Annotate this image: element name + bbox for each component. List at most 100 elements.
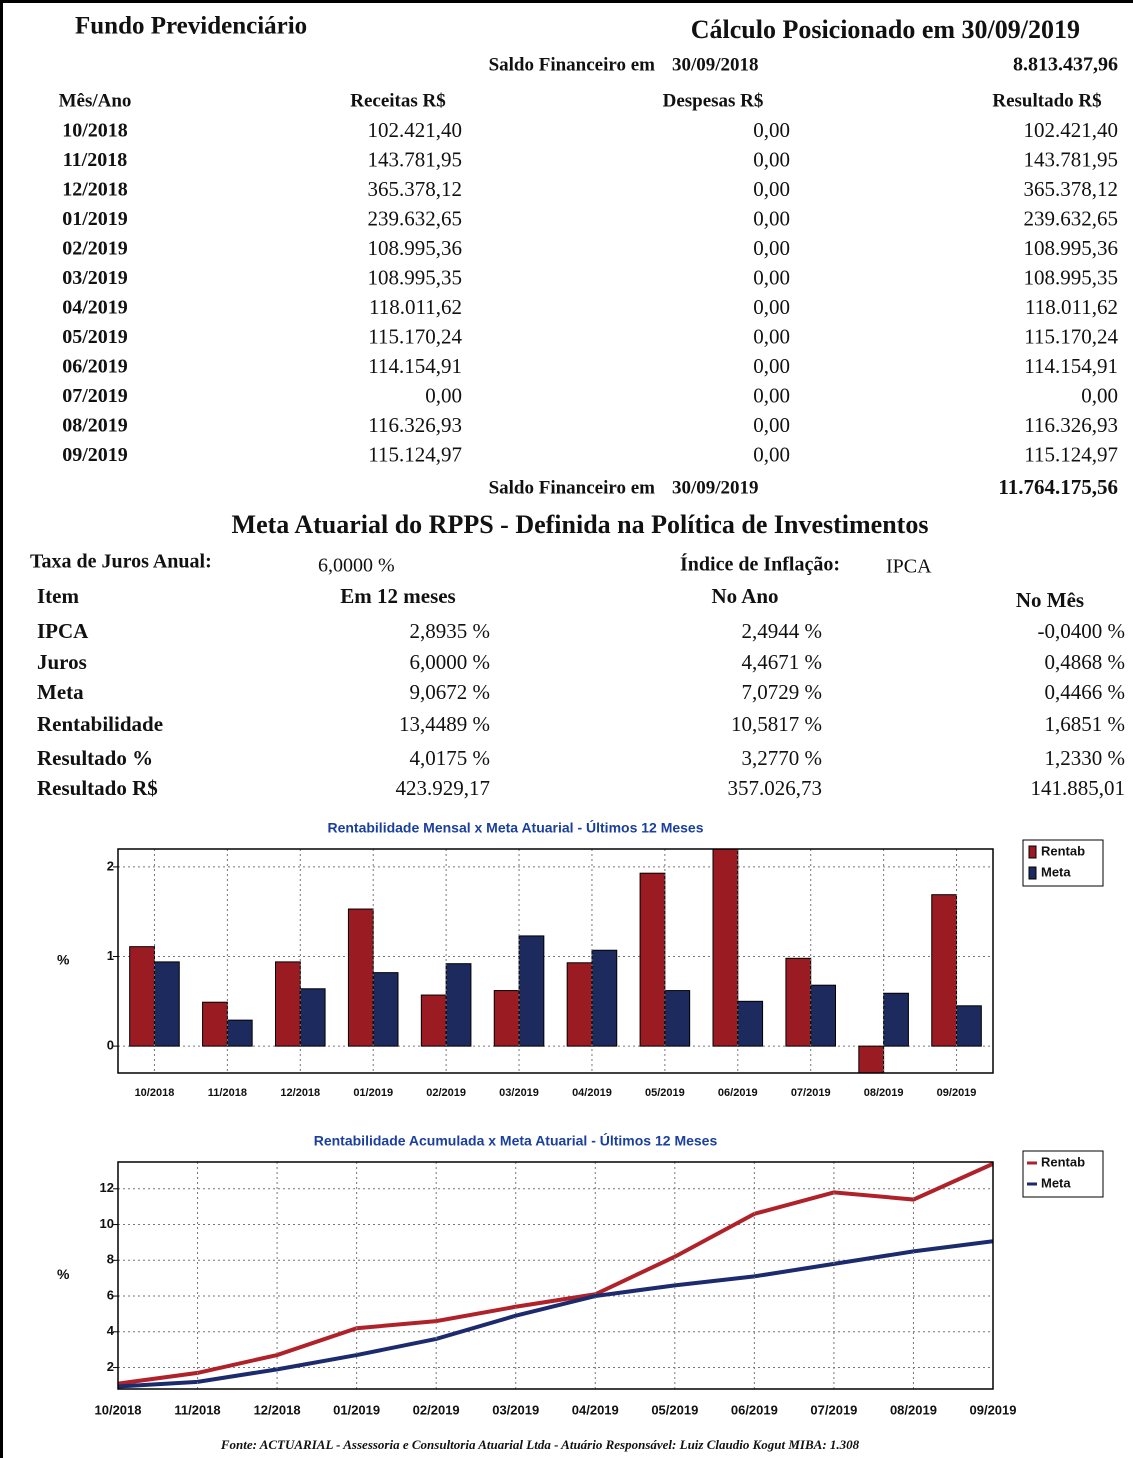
cell: 239.632,65 xyxy=(368,206,463,230)
bar xyxy=(129,946,155,1047)
line xyxy=(118,1162,993,1386)
cell: 0,00 xyxy=(753,206,790,230)
plot-border xyxy=(117,1161,994,1390)
x-tick-label: 05/2019 xyxy=(651,1402,698,1417)
bar xyxy=(518,935,545,1047)
y-tick-label: 6 xyxy=(107,1287,114,1302)
cell: 2,8935 % xyxy=(410,619,491,643)
bar xyxy=(810,984,836,1047)
bar xyxy=(275,961,301,1047)
column-header: Mês/Ano xyxy=(59,90,132,111)
row-label: 02/2019 xyxy=(62,238,128,260)
cell: 0,00 xyxy=(753,324,790,348)
cell: 114.154,91 xyxy=(368,354,462,378)
x-tick-label: 11/2018 xyxy=(174,1402,220,1417)
cell: 0,4868 % xyxy=(1045,650,1126,674)
row-label: 05/2019 xyxy=(62,326,128,348)
x-tick-label: 08/2019 xyxy=(890,1402,937,1417)
x-tick-label: 01/2019 xyxy=(353,1087,393,1099)
x-tick-label: 07/2019 xyxy=(810,1402,857,1417)
legend-label: Rentab xyxy=(1041,1154,1085,1169)
cell: 102.421,40 xyxy=(1024,118,1119,142)
cell: 115.124,97 xyxy=(1024,442,1118,466)
legend-box xyxy=(1022,1150,1104,1198)
saldo-value: 8.813.437,96 xyxy=(1013,54,1118,76)
plot-area xyxy=(118,1162,993,1389)
cell: 0,00 xyxy=(753,265,790,289)
cell: 0,00 xyxy=(753,383,790,407)
x-tick-label: 04/2019 xyxy=(572,1402,619,1417)
cell: 1,2330 % xyxy=(1045,746,1126,770)
cell: -0,0400 % xyxy=(1038,619,1126,643)
bar xyxy=(591,949,618,1047)
bar xyxy=(202,1001,228,1047)
bar xyxy=(931,894,958,1047)
cell: 108.995,35 xyxy=(368,265,463,289)
cell: 115.170,24 xyxy=(368,324,462,348)
cell: 108.995,36 xyxy=(368,236,463,260)
row-label: 12/2018 xyxy=(62,179,128,201)
cell: 108.995,35 xyxy=(1024,265,1119,289)
fund-title: Fundo Previdenciário xyxy=(75,13,307,40)
column-header: Resultado R$ xyxy=(992,90,1101,111)
cell: 0,00 xyxy=(753,147,790,171)
bar xyxy=(712,849,739,1047)
column-header: No Mês xyxy=(1016,588,1084,612)
cell: 3,2770 % xyxy=(742,746,823,770)
legend-swatch xyxy=(1028,866,1037,880)
cell: 0,00 xyxy=(753,118,790,142)
x-tick-label: 09/2019 xyxy=(970,1402,1017,1417)
bar xyxy=(493,990,520,1047)
source-note: Fonte: ACTUARIAL - Assessoria e Consulto… xyxy=(220,1437,860,1452)
cell: 4,4671 % xyxy=(742,650,823,674)
row-label: 10/2018 xyxy=(62,120,128,142)
x-tick-label: 06/2019 xyxy=(731,1402,778,1417)
cell: 4,0175 % xyxy=(410,746,491,770)
cell: 6,0000 % xyxy=(410,650,491,674)
cell: 0,00 xyxy=(1081,383,1118,407)
x-tick-label: 11/2018 xyxy=(208,1087,247,1099)
cell: 7,0729 % xyxy=(742,680,823,704)
row-label: IPCA xyxy=(37,619,89,643)
cell: 10,5817 % xyxy=(731,712,822,736)
bar xyxy=(858,1045,885,1073)
cell: 118.011,62 xyxy=(369,295,462,319)
series-group xyxy=(118,1162,993,1389)
cell: 102.421,40 xyxy=(368,118,463,142)
x-tick-label: 03/2019 xyxy=(499,1087,539,1099)
legend-label: Rentab xyxy=(1041,843,1085,858)
cell: 116.326,93 xyxy=(1024,413,1118,437)
cell: 0,00 xyxy=(753,354,790,378)
cell: 143.781,95 xyxy=(1024,147,1119,171)
bar xyxy=(737,1000,764,1047)
legend-swatch xyxy=(1028,845,1037,859)
cell: 9,0672 % xyxy=(410,680,491,704)
cell: 0,00 xyxy=(753,236,790,260)
column-header: Em 12 meses xyxy=(340,584,455,608)
cell: 115.124,97 xyxy=(368,442,462,466)
legend-label: Meta xyxy=(1041,1175,1071,1190)
column-header: No Ano xyxy=(711,584,778,608)
line xyxy=(118,1239,993,1389)
bar xyxy=(420,994,447,1047)
y-axis-label: % xyxy=(57,952,70,968)
bar xyxy=(347,908,374,1047)
x-tick-label: 05/2019 xyxy=(645,1087,685,1099)
row-label: Meta xyxy=(37,680,84,704)
x-tick-label: 12/2018 xyxy=(254,1402,301,1417)
cell: 0,4466 % xyxy=(1045,680,1126,704)
cell: 115.170,24 xyxy=(1024,324,1118,348)
cell: 365.378,12 xyxy=(368,177,463,201)
column-header: Item xyxy=(37,584,79,608)
meta-title: Meta Atuarial do RPPS - Definida na Polí… xyxy=(232,510,929,539)
x-tick-label: 07/2019 xyxy=(791,1087,831,1099)
cell: 108.995,36 xyxy=(1024,236,1119,260)
bar xyxy=(445,963,472,1047)
bar xyxy=(566,962,593,1047)
x-tick-label: 10/2018 xyxy=(95,1402,142,1417)
cell: 0,00 xyxy=(753,413,790,437)
bar xyxy=(883,992,909,1047)
x-tick-label: 09/2019 xyxy=(937,1087,977,1099)
